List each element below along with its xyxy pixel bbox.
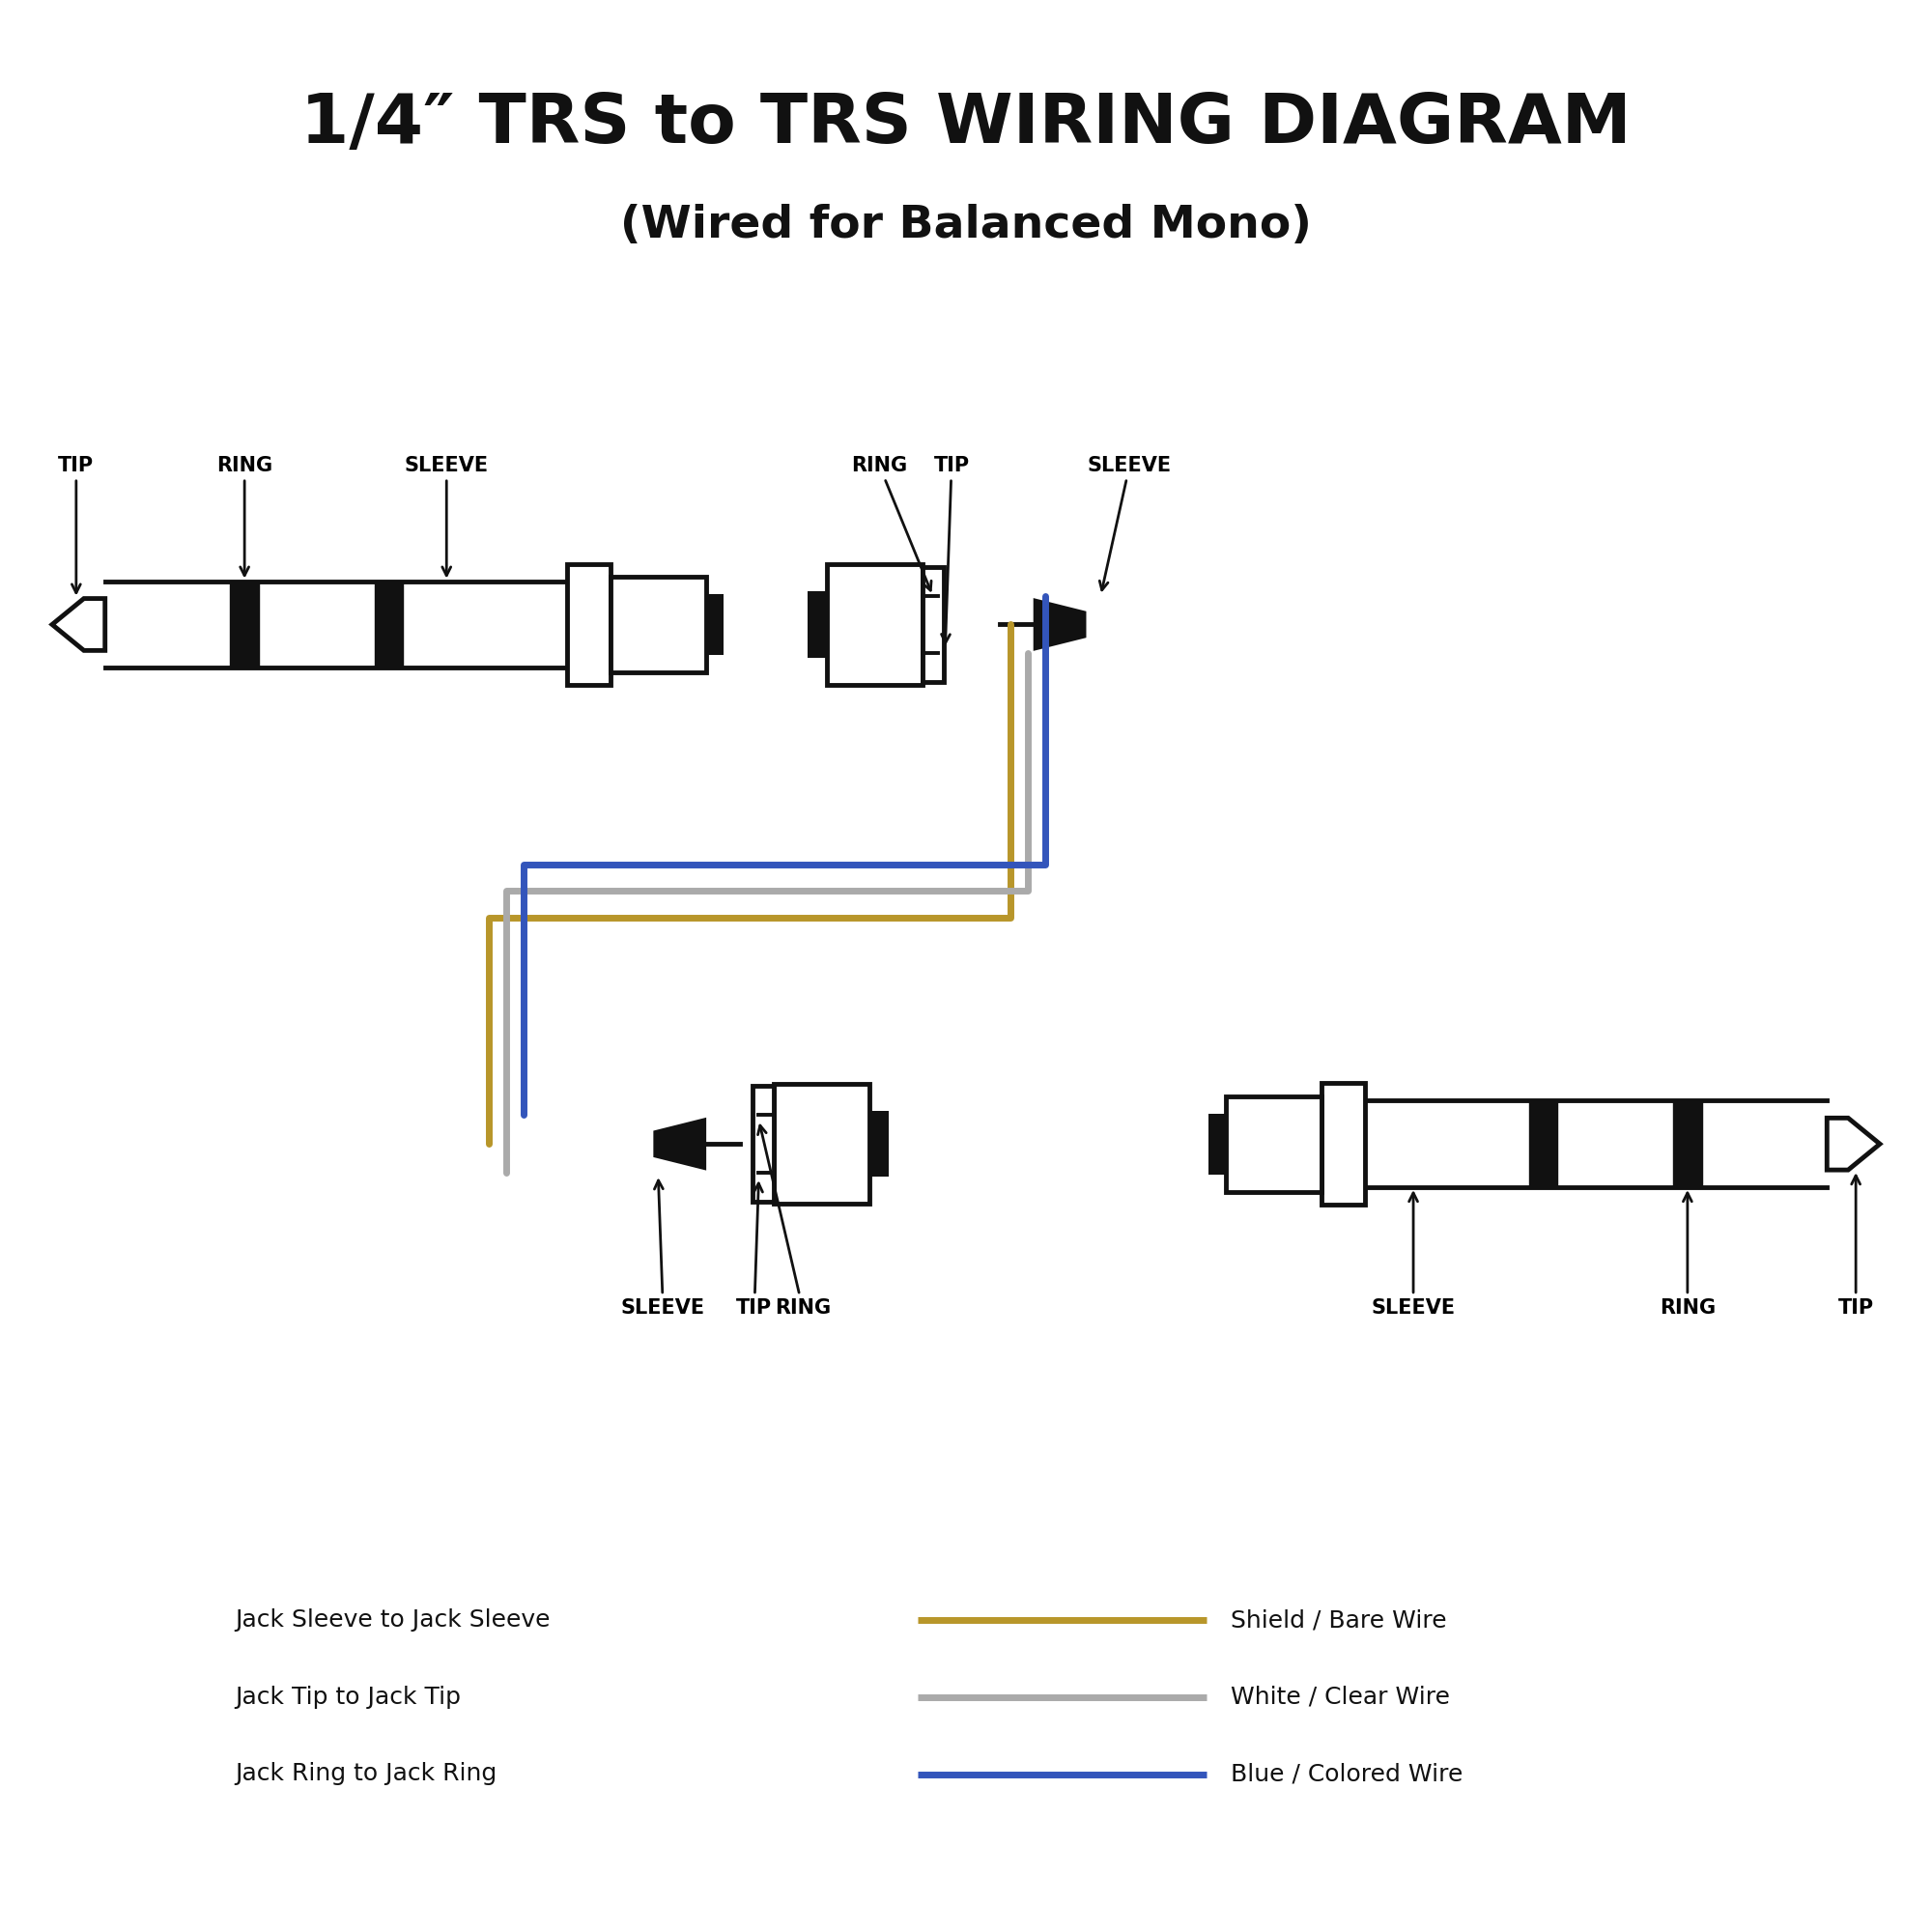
Text: RING: RING: [216, 456, 272, 576]
Text: SLEEVE: SLEEVE: [1372, 1192, 1455, 1318]
Text: SLEEVE: SLEEVE: [1088, 456, 1171, 589]
Text: Blue / Colored Wire: Blue / Colored Wire: [1231, 1762, 1463, 1785]
Text: Jack Tip to Jack Tip: Jack Tip to Jack Tip: [236, 1685, 462, 1708]
Polygon shape: [653, 1117, 707, 1171]
Bar: [808, 591, 827, 657]
Text: Jack Sleeve to Jack Sleeve: Jack Sleeve to Jack Sleeve: [236, 1609, 551, 1633]
Bar: [869, 1111, 889, 1177]
Bar: [923, 566, 945, 682]
Bar: [1225, 1095, 1321, 1192]
Bar: [566, 564, 611, 686]
Text: SLEEVE: SLEEVE: [404, 456, 489, 576]
Polygon shape: [1034, 599, 1086, 651]
Text: SLEEVE: SLEEVE: [620, 1180, 705, 1318]
Text: TIP: TIP: [58, 456, 95, 593]
Text: RING: RING: [757, 1126, 831, 1318]
Text: RING: RING: [852, 456, 931, 591]
Bar: [752, 1086, 773, 1202]
Bar: [773, 1084, 869, 1204]
Text: White / Clear Wire: White / Clear Wire: [1231, 1685, 1449, 1708]
Polygon shape: [52, 599, 104, 651]
Text: RING: RING: [1660, 1192, 1716, 1318]
Text: TIP: TIP: [736, 1182, 773, 1318]
Text: Jack Ring to Jack Ring: Jack Ring to Jack Ring: [236, 1762, 497, 1785]
Bar: [611, 578, 707, 672]
Text: Shield / Bare Wire: Shield / Bare Wire: [1231, 1609, 1447, 1633]
Text: 1/4″ TRS to TRS WIRING DIAGRAM: 1/4″ TRS to TRS WIRING DIAGRAM: [301, 91, 1631, 158]
Text: TIP: TIP: [1837, 1175, 1874, 1318]
Bar: [1208, 1113, 1225, 1175]
Polygon shape: [1828, 1119, 1880, 1171]
Text: (Wired for Balanced Mono): (Wired for Balanced Mono): [620, 203, 1312, 247]
Bar: [827, 564, 923, 684]
Bar: [1321, 1084, 1366, 1204]
Text: TIP: TIP: [933, 456, 970, 643]
Bar: [707, 595, 724, 655]
